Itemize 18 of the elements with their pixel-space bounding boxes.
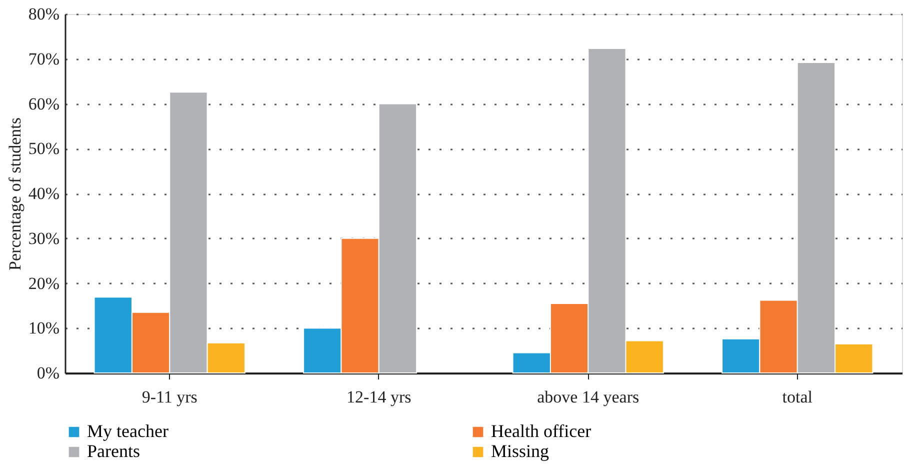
y-tick-label: 20%: [28, 274, 60, 293]
y-axis-title: Percentage of students: [5, 118, 24, 270]
x-tick-label: above 14 years: [537, 388, 640, 406]
x-tick-label: total: [782, 388, 813, 406]
y-tick-label: 60%: [28, 94, 60, 114]
legend-label: Parents: [87, 441, 140, 461]
y-tick-label: 50%: [28, 139, 60, 158]
y-tick-label: 40%: [28, 184, 60, 203]
y-tick-label: 70%: [28, 49, 60, 68]
y-tick-label: 10%: [28, 318, 60, 338]
y-tick-label: 30%: [28, 228, 60, 248]
x-tick-label: 9-11 yrs: [142, 388, 198, 406]
y-tick-label: 80%: [28, 4, 60, 24]
legend-label: Missing: [491, 441, 550, 461]
x-tick-label: 12-14 yrs: [346, 388, 412, 406]
y-tick-label: 0%: [36, 364, 60, 382]
legend-label: My teacher: [87, 421, 168, 441]
legend-label: Health officer: [491, 421, 592, 441]
